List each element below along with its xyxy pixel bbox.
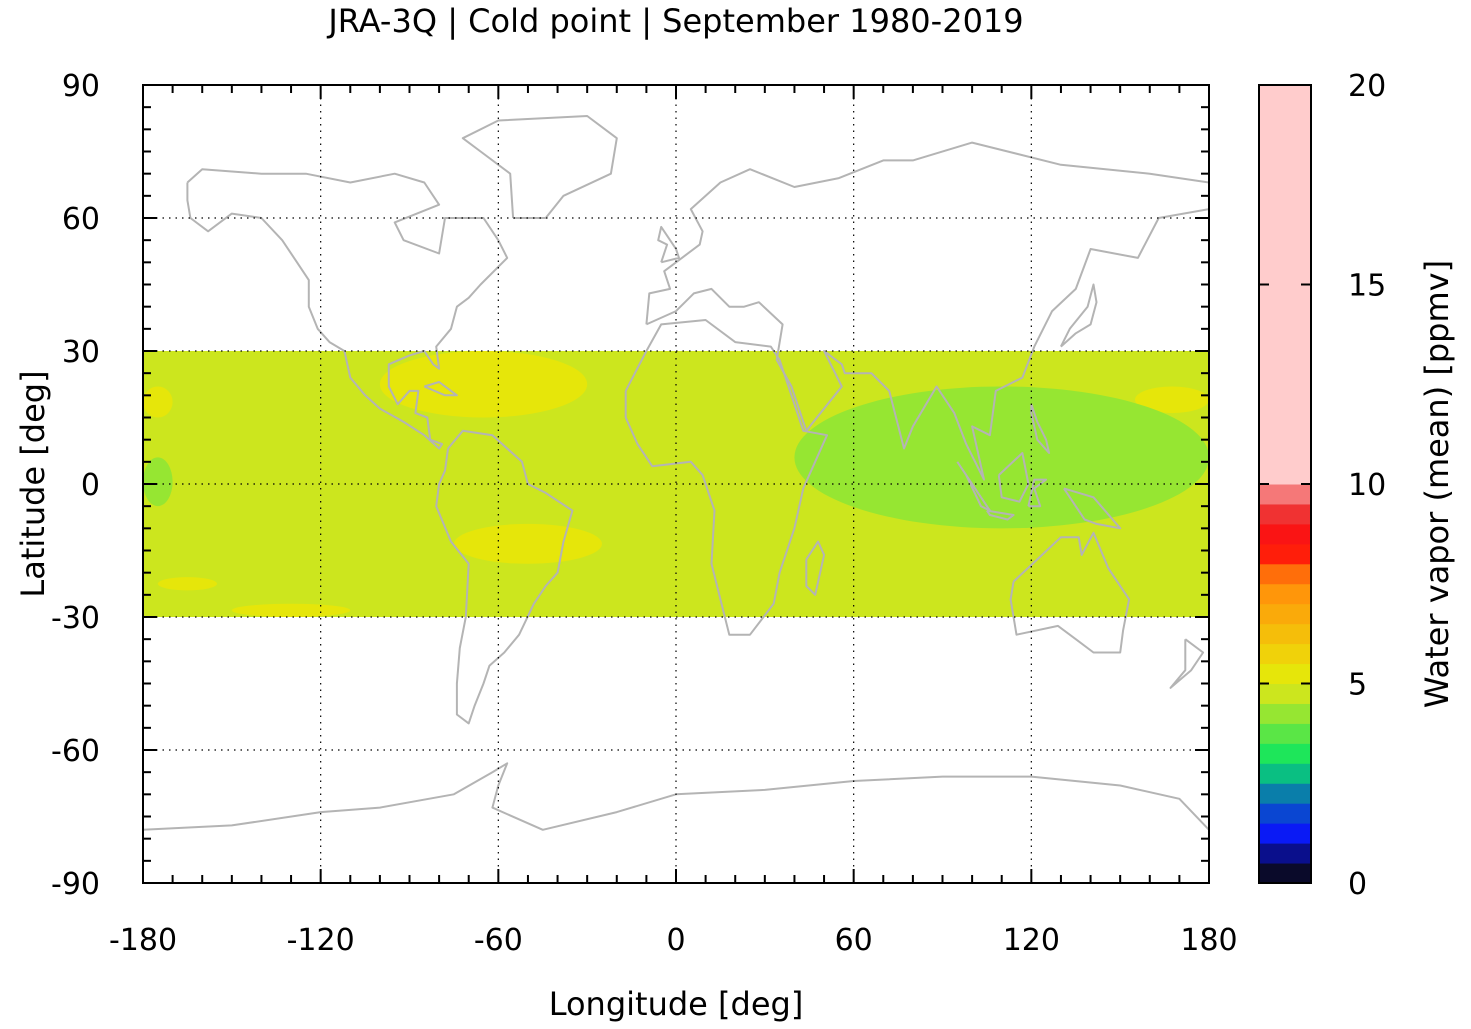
colorbar-segment — [1259, 224, 1311, 246]
colorbar-segment — [1259, 763, 1311, 784]
coastline — [657, 225, 680, 264]
contour-region — [1134, 386, 1209, 414]
colorbar-segment — [1259, 144, 1311, 166]
coastline — [461, 115, 618, 219]
colorbar-segment — [1259, 783, 1311, 804]
colorbar-segment — [1259, 543, 1311, 565]
contour-region — [453, 523, 602, 564]
coastline — [997, 452, 1030, 503]
coastline — [143, 762, 1209, 831]
x-tick-labels: -180 -120 -60 0 60 120 180 — [109, 923, 1238, 958]
x-axis-label: Longitude [deg] — [549, 985, 804, 1023]
coastline — [805, 540, 826, 596]
contour-region — [794, 386, 1209, 529]
coastline — [186, 168, 509, 450]
colorbar-segment — [1259, 484, 1311, 505]
colorbar-segment — [1259, 384, 1311, 405]
colorbar-tick-labels: 0 5 10 15 20 — [1348, 69, 1386, 902]
axis-ticks — [142, 84, 1210, 884]
y-tick-label: -30 — [51, 601, 100, 636]
y-tick-label: 0 — [81, 468, 100, 503]
coastline — [624, 319, 828, 636]
contour-region — [231, 603, 351, 617]
coastline — [1063, 487, 1122, 530]
colorbar-segment — [1259, 583, 1311, 605]
colorbar-tick-label: 0 — [1348, 867, 1367, 902]
colorbar-segment — [1259, 563, 1311, 585]
y-axis-label: Latitude [deg] — [14, 370, 52, 597]
colorbar-segment — [1259, 85, 1311, 106]
coastline — [956, 461, 991, 512]
colorbar-segment — [1259, 643, 1311, 665]
colorbar-segment — [1259, 364, 1311, 385]
y-tick-label: -60 — [51, 734, 100, 769]
colorbar-segment — [1259, 823, 1311, 844]
colorbar-segment — [1259, 843, 1311, 864]
colorbar-segment — [1259, 723, 1311, 744]
contour-region — [379, 351, 588, 418]
colorbar-segment — [1259, 104, 1311, 126]
colorbar-tick-label: 5 — [1348, 668, 1367, 703]
colorbar-segment — [1259, 743, 1311, 764]
colorbar-segment — [1259, 164, 1311, 186]
colorbar — [1258, 84, 1312, 884]
colorbar-tick-label: 20 — [1348, 69, 1386, 104]
colorbar-segment — [1259, 404, 1311, 425]
coastlines — [143, 115, 1209, 831]
colorbar-segment — [1259, 264, 1311, 285]
colorbar-segment — [1259, 344, 1311, 365]
colorbar-segment — [1259, 444, 1311, 465]
colorbar-segment — [1259, 304, 1311, 325]
colorbar-segment — [1259, 623, 1311, 645]
colorbar-segment — [1259, 284, 1311, 305]
coastline — [1030, 403, 1051, 454]
x-tick-label: -60 — [474, 923, 523, 958]
colorbar-segment — [1259, 703, 1311, 724]
colorbar-segment — [1259, 324, 1311, 345]
coastline — [423, 381, 458, 397]
coastline — [645, 141, 1209, 481]
colorbar-segment — [1259, 204, 1311, 226]
colorbar-segment — [1259, 603, 1311, 625]
x-tick-label: 60 — [835, 923, 873, 958]
x-tick-label: 180 — [1180, 923, 1237, 958]
y-tick-labels: 90 60 30 0 -30 -60 -90 — [51, 69, 100, 902]
colorbar-segment — [1259, 803, 1311, 824]
coastline — [1009, 531, 1131, 654]
colorbar-segment — [1259, 424, 1311, 445]
contour-region — [157, 577, 218, 591]
colorbar-segment — [1259, 124, 1311, 146]
colorbar-segment — [1259, 503, 1311, 525]
colorbar-segment — [1259, 523, 1311, 545]
coastline — [1169, 638, 1205, 689]
x-tick-label: 120 — [1003, 923, 1060, 958]
x-tick-label: 0 — [666, 923, 685, 958]
contour-region — [143, 386, 173, 418]
colorbar-segment — [1259, 464, 1311, 485]
y-tick-label: -90 — [51, 867, 100, 902]
colorbar-tick-label: 15 — [1348, 269, 1386, 304]
x-tick-label: -180 — [109, 923, 177, 958]
x-tick-label: -120 — [287, 923, 355, 958]
colorbar-segment — [1259, 663, 1311, 684]
colorbar-label: Water vapor (mean) [ppmv] — [1418, 260, 1456, 708]
y-tick-label: 90 — [62, 69, 100, 104]
coastline — [986, 509, 1015, 521]
coastline — [435, 429, 574, 725]
contour-region — [143, 457, 173, 507]
colorbar-segment — [1259, 683, 1311, 704]
colorbar-segment — [1259, 863, 1311, 884]
colorbar-segment — [1259, 244, 1311, 266]
chart-title: JRA-3Q | Cold point | September 1980-201… — [326, 2, 1023, 40]
grid-lines — [143, 85, 1209, 883]
colorbar-tick-label: 10 — [1348, 468, 1386, 503]
y-tick-label: 60 — [62, 202, 100, 237]
coastline — [1060, 283, 1098, 348]
y-tick-label: 30 — [62, 335, 100, 370]
colorbar-segment — [1259, 184, 1311, 206]
